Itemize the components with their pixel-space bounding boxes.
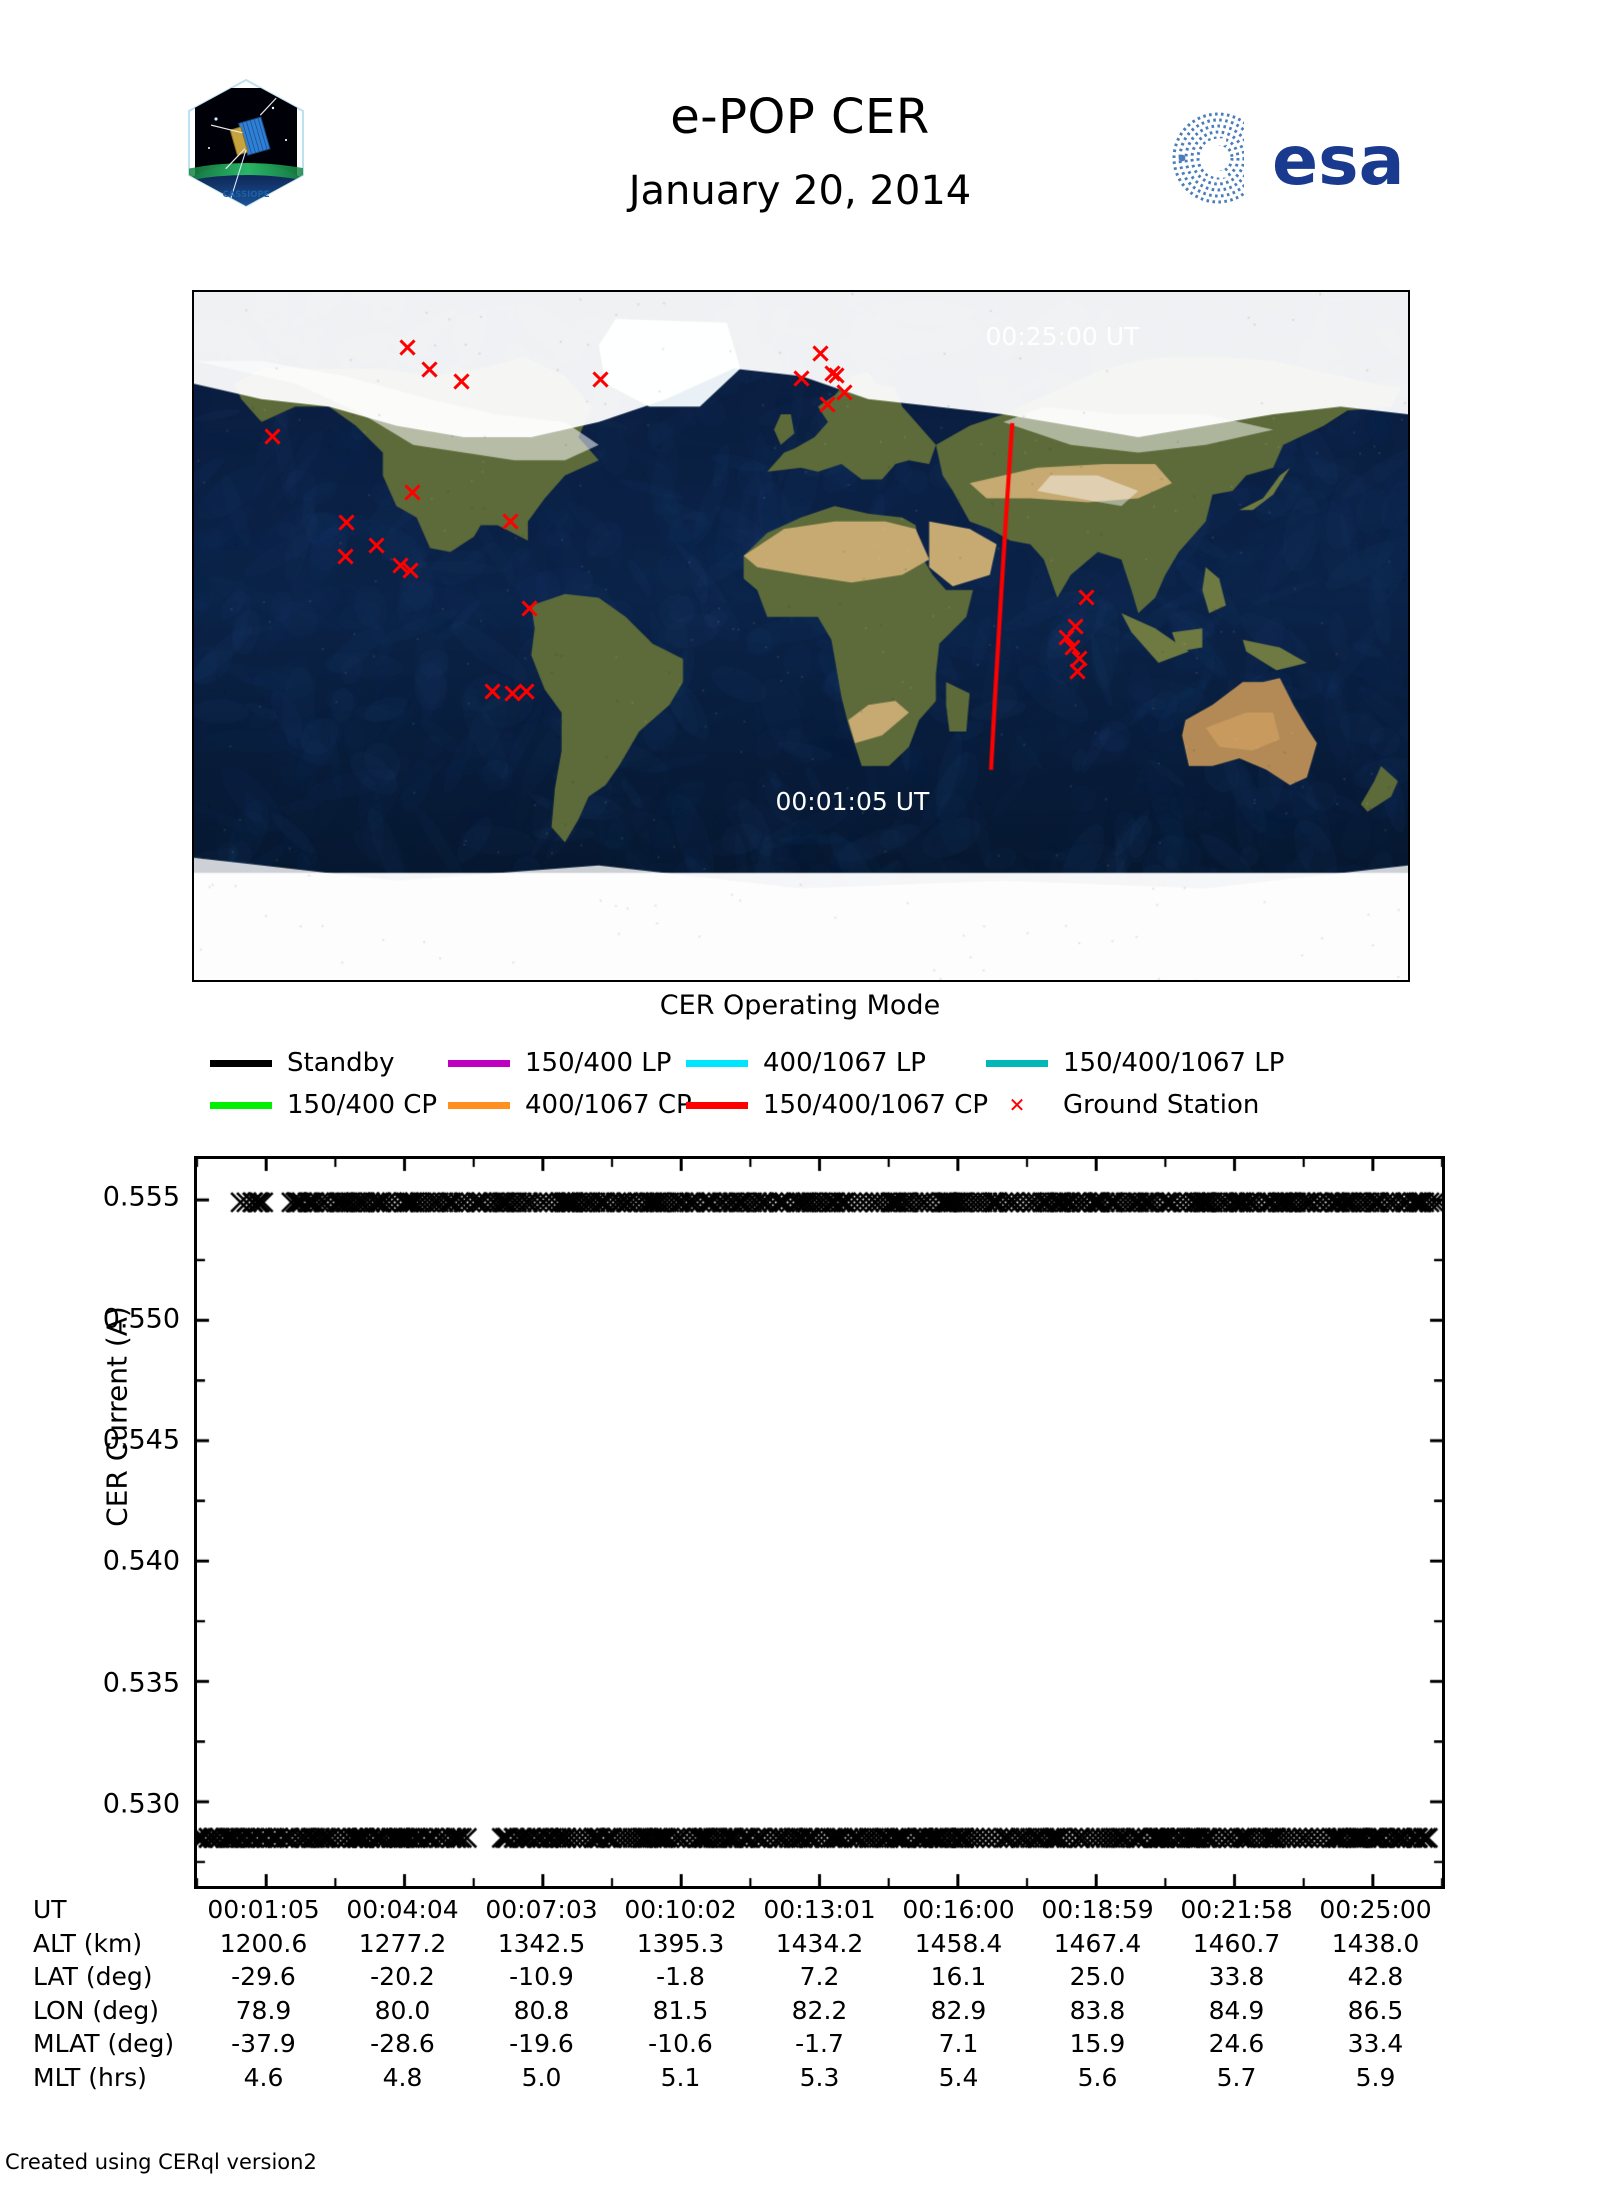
legend-entry-400-1067-cp: 400/1067 CP [448, 1090, 686, 1120]
legend-color-swatch [448, 1102, 510, 1109]
legend-label: 400/1067 CP [525, 1090, 692, 1120]
legend-entry-ground-station: ✕ Ground Station [986, 1090, 1326, 1120]
world-map-image [194, 292, 1408, 980]
y-tick-label: 0.535 [40, 1667, 180, 1698]
legend-color-swatch [686, 1060, 748, 1067]
legend-color-swatch [210, 1060, 272, 1067]
legend-row: Standby 150/400 LP 400/1067 LP 150/400/1067… [210, 1042, 1450, 1084]
legend-label: 150/400 CP [287, 1090, 437, 1120]
ephemeris-table: UT 00:01:05 00:04:04 00:07:03 00:10:02 00:13:… [0, 1895, 1600, 2096]
y-tick-label: 0.555 [40, 1182, 180, 1213]
legend-entry-standby: Standby [210, 1048, 448, 1078]
legend-entry-150-400-lp: 150/400 LP [448, 1048, 686, 1078]
table-cell: 1438.0 [1276, 1929, 1476, 1958]
page-title: e-POP CER [400, 92, 1200, 142]
table-cell: 33.4 [1276, 2029, 1476, 2058]
table-cell: 5.9 [1276, 2063, 1476, 2092]
y-tick-label: 0.550 [40, 1303, 180, 1334]
table-row: LON (deg) 78.9 80.0 80.8 81.5 82.2 82.9 83.8 84.… [0, 1996, 1600, 2030]
table-row: ALT (km) 1200.6 1277.2 1342.5 1395.3 1434.2 14… [0, 1929, 1600, 1963]
legend-color-swatch [448, 1060, 510, 1067]
legend-entry-150-400-cp: 150/400 CP [210, 1090, 448, 1120]
esa-logo-text: esa [1272, 122, 1404, 201]
table-row: MLT (hrs) 4.6 4.8 5.0 5.1 5.3 5.4 5.6 5.7 5.9 [0, 2063, 1600, 2097]
page-date: January 20, 2014 [400, 168, 1200, 214]
table-row-label: MLT (hrs) [33, 2063, 147, 2092]
esa-logo-icon: esa [1160, 112, 1460, 204]
track-start-time-label: 00:01:05 UT [776, 787, 930, 816]
y-tick-label: 0.545 [40, 1424, 180, 1455]
table-row-label: LON (deg) [33, 1996, 159, 2025]
table-cell: 86.5 [1276, 1996, 1476, 2025]
table-cell: 00:25:00 [1276, 1895, 1476, 1924]
footer-credit: Created using CERql version2 [5, 2150, 317, 2174]
table-cell: 42.8 [1276, 1962, 1476, 1991]
operating-mode-legend: Standby 150/400 LP 400/1067 LP 150/400/1067… [210, 1042, 1450, 1126]
legend-color-swatch [986, 1060, 1048, 1067]
table-row: UT 00:01:05 00:04:04 00:07:03 00:10:02 00:13:… [0, 1895, 1600, 1929]
table-row-label: LAT (deg) [33, 1962, 153, 1991]
legend-label: 150/400 LP [525, 1048, 671, 1078]
legend-color-swatch [210, 1102, 272, 1109]
legend-row: 150/400 CP 400/1067 CP 150/400/1067 CP ✕ Gro… [210, 1084, 1450, 1126]
y-tick-label: 0.540 [40, 1546, 180, 1577]
legend-label: 150/400/1067 LP [1063, 1048, 1284, 1078]
table-row-label: UT [33, 1895, 67, 1924]
legend-label: Standby [287, 1048, 395, 1078]
legend-label: 400/1067 LP [763, 1048, 926, 1078]
legend-label: 150/400/1067 CP [763, 1090, 988, 1120]
table-row: MLAT (deg) -37.9 -28.6 -19.6 -10.6 -1.7 7.1 15.… [0, 2029, 1600, 2063]
cer-current-plot [194, 1156, 1445, 1889]
table-row-label: ALT (km) [33, 1929, 142, 1958]
legend-entry-400-1067-lp: 400/1067 LP [686, 1048, 986, 1078]
cer-current-scatter [197, 1159, 1442, 1886]
page-header: CASSIOPE e-POP CER January 20, 2014 esa [0, 0, 1600, 270]
world-map: 00:25:00 UT 00:01:05 UT [192, 290, 1410, 982]
ground-station-icon: ✕ [986, 1095, 1048, 1115]
cassiope-logo-icon: CASSIOPE [185, 78, 307, 208]
table-row-label: MLAT (deg) [33, 2029, 174, 2058]
y-axis-ticks: 0.530 0.535 0.540 0.545 0.550 0.555 [35, 0, 180, 2200]
track-end-time-label: 00:25:00 UT [986, 322, 1140, 351]
legend-title: CER Operating Mode [0, 990, 1600, 1021]
table-row: LAT (deg) -29.6 -20.2 -10.9 -1.8 7.2 16.1 25.0 3… [0, 1962, 1600, 1996]
legend-color-swatch [686, 1102, 748, 1109]
legend-entry-150-400-1067-cp: 150/400/1067 CP [686, 1090, 986, 1120]
title-block: e-POP CER January 20, 2014 [400, 92, 1200, 214]
legend-entry-150-400-1067-lp: 150/400/1067 LP [986, 1048, 1326, 1078]
legend-label: Ground Station [1063, 1090, 1259, 1120]
y-tick-label: 0.530 [40, 1789, 180, 1820]
cassiope-logo-text: CASSIOPE [222, 190, 269, 200]
